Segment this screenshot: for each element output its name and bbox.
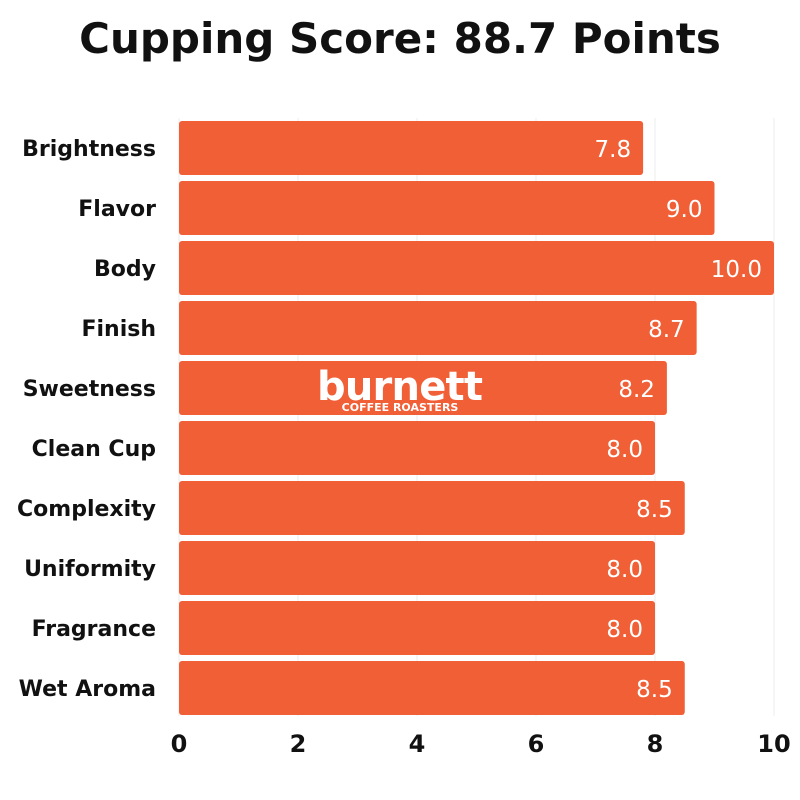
category-label: Clean Cup: [32, 437, 156, 462]
x-tick-label: 4: [409, 730, 426, 758]
x-tick-label: 6: [528, 730, 545, 758]
bar: [179, 361, 667, 415]
bar: [179, 421, 655, 475]
category-label: Uniformity: [24, 557, 156, 582]
bar: [179, 601, 655, 655]
data-label: 8.7: [648, 317, 685, 343]
data-label: 8.0: [606, 437, 643, 463]
bar: [179, 241, 774, 295]
bar: [179, 181, 715, 235]
category-label: Sweetness: [23, 377, 156, 402]
category-label: Brightness: [22, 137, 156, 162]
category-label: Fragrance: [32, 617, 156, 642]
data-label: 8.5: [636, 677, 673, 703]
category-label: Body: [94, 257, 156, 282]
x-tick-label: 10: [757, 730, 790, 758]
bar: [179, 301, 697, 355]
category-label: Finish: [81, 317, 156, 342]
chart-title: Cupping Score: 88.7 Points: [79, 14, 721, 63]
bar: [179, 541, 655, 595]
data-label: 9.0: [666, 197, 703, 223]
x-tick-label: 0: [171, 730, 188, 758]
data-label: 8.2: [618, 377, 655, 403]
x-tick-label: 8: [647, 730, 664, 758]
data-label: 8.0: [606, 557, 643, 583]
data-label: 10.0: [711, 257, 762, 283]
watermark-logo: burnett: [317, 364, 483, 410]
category-label: Flavor: [78, 197, 156, 222]
x-tick-label: 2: [290, 730, 307, 758]
category-label: Wet Aroma: [19, 677, 156, 702]
bar: [179, 121, 644, 175]
data-label: 8.5: [636, 497, 673, 523]
watermark-tagline: COFFEE ROASTERS: [342, 401, 459, 414]
data-label: 7.8: [595, 137, 632, 163]
bar: [179, 481, 685, 535]
data-label: 8.0: [606, 617, 643, 643]
bar: [179, 661, 685, 715]
category-label: Complexity: [17, 497, 156, 522]
